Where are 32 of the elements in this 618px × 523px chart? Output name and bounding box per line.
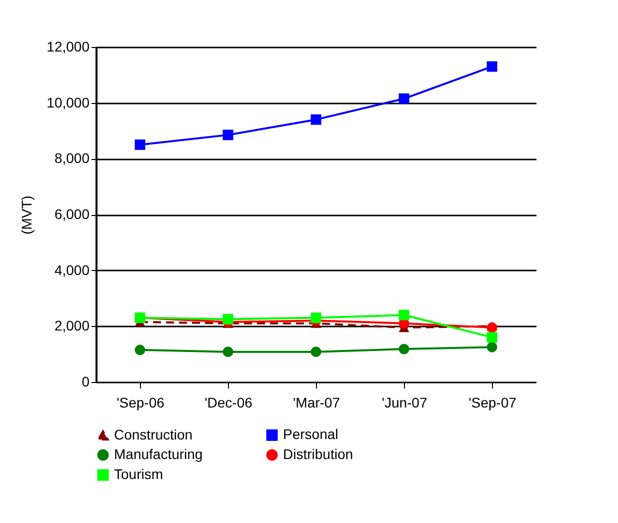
point xyxy=(486,61,498,72)
point xyxy=(398,93,410,104)
x-tick-label: 'Sep-06 xyxy=(116,394,165,410)
y-tick-label: 0 xyxy=(82,374,90,390)
legend-label: Tourism xyxy=(114,466,164,482)
point xyxy=(222,346,234,358)
x-tick-label: 'Jun-07 xyxy=(382,394,428,410)
legend-label: Personal xyxy=(283,426,338,442)
x-tick-label: 'Mar-07 xyxy=(292,394,340,410)
point xyxy=(222,314,234,324)
point xyxy=(222,130,234,140)
y-tick-label: 4,000 xyxy=(54,262,90,278)
point xyxy=(310,312,322,324)
y-tick-label: 10,000 xyxy=(46,94,90,110)
point xyxy=(134,139,146,150)
y-tick-label: 6,000 xyxy=(54,206,90,222)
point xyxy=(310,114,322,125)
point xyxy=(398,344,410,354)
x-tick-label: 'Sep-07 xyxy=(468,394,517,410)
point xyxy=(486,342,498,352)
point xyxy=(310,346,322,358)
point xyxy=(134,344,146,356)
point xyxy=(398,310,410,320)
y-tick-label: 2,000 xyxy=(54,318,90,334)
legend-label: Distribution xyxy=(283,446,354,462)
y-tick-label: 8,000 xyxy=(54,150,90,166)
y-tick-label: 12,000 xyxy=(46,38,90,54)
y-axis-title: (MVT) xyxy=(18,196,35,234)
point xyxy=(486,332,498,343)
legend-label: Manufacturing xyxy=(114,446,203,462)
x-tick-label: 'Dec-06 xyxy=(204,394,253,410)
legend-label: Construction xyxy=(114,426,193,442)
